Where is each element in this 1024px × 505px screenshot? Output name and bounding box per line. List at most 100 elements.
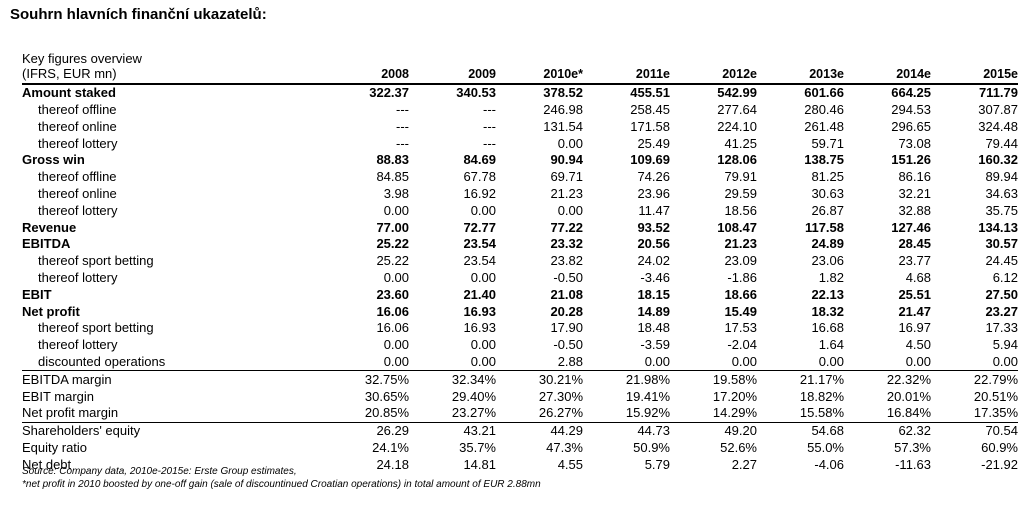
table-cell: 16.06 [376, 303, 409, 319]
table-cell: 22.32% [886, 371, 931, 387]
table-cell: 34.63 [985, 185, 1018, 201]
table-cell: 1.82 [818, 269, 844, 285]
table-cell: 86.16 [898, 169, 931, 185]
table-cell: 21.08 [550, 286, 583, 302]
table-cell: 17.90 [550, 320, 583, 336]
table-row: Net debt 24.18 14.81 4.55 5.79 2.27 -4.06 -11.6… [22, 456, 1018, 473]
table-row: Gross win 88.83 84.69 90.94 109.69 128.06 138.… [22, 152, 1018, 169]
row-label: thereof online [38, 185, 117, 201]
table-cell: 21.23 [724, 236, 757, 252]
table-cell: 340.53 [456, 85, 496, 101]
row-label: Shareholders' equity [22, 423, 141, 439]
table-cell: -2.04 [727, 337, 757, 353]
table-cell: 47.3% [546, 439, 583, 455]
table-cell: -21.92 [981, 456, 1018, 472]
row-label: EBITDA margin [22, 371, 112, 387]
key-figures-table-section: Key figures overview (IFRS, EUR mn) 2008… [22, 52, 1018, 473]
row-label: Net profit [22, 303, 80, 319]
table-cell: 44.29 [550, 423, 583, 439]
table-cell: 74.26 [637, 169, 670, 185]
table-cell: --- [483, 101, 496, 117]
table-cell: 16.68 [811, 320, 844, 336]
table-cell: 44.73 [637, 423, 670, 439]
table-cell: 0.00 [583, 353, 670, 372]
table-cell: 24.1% [372, 439, 409, 455]
row-label: Revenue [22, 219, 77, 235]
table-cell: 0.00 [470, 202, 496, 218]
table-cell: 26.29 [376, 423, 409, 439]
table-cell: 455.51 [630, 85, 670, 101]
table-row: thereof lottery 0.00 0.00 0.00 11.47 18.56 26.… [22, 202, 1018, 219]
table-cell: 17.20% [712, 388, 757, 404]
table-cell: 280.46 [804, 101, 844, 117]
table-cell: 0.00 [383, 269, 409, 285]
year-header: 2008 [322, 66, 409, 85]
unit-label: (IFRS, EUR mn) [22, 66, 322, 85]
table-cell: 16.93 [463, 320, 496, 336]
table-cell: 32.88 [898, 202, 931, 218]
table-cell: 0.00 [844, 353, 931, 372]
table-cell: 378.52 [543, 85, 583, 101]
table-cell: 29.40% [451, 388, 496, 404]
table-cell: 22.79% [973, 371, 1018, 387]
table-cell: 25.49 [637, 135, 670, 151]
row-label: thereof lottery [38, 337, 118, 353]
table-cell: 19.41% [625, 388, 670, 404]
table-cell: 23.54 [463, 236, 496, 252]
table-cell: 35.7% [459, 439, 496, 455]
table-row: thereof sport betting 16.06 16.93 17.90 18.4… [22, 320, 1018, 337]
year-header: 2009 [409, 66, 496, 85]
table-cell: 322.37 [369, 85, 409, 101]
table-cell: 0.00 [470, 269, 496, 285]
table-cell: 131.54 [543, 118, 583, 134]
table-cell: 16.92 [463, 185, 496, 201]
table-caption: Key figures overview [22, 51, 142, 66]
table-row: Net profit margin 20.85% 23.27% 26.27% 15.92… [22, 404, 1018, 423]
table-row: Revenue 77.00 72.77 77.22 93.52 108.47 117.58 1… [22, 219, 1018, 236]
table-row: thereof online 3.98 16.92 21.23 23.96 29.59 30… [22, 186, 1018, 203]
table-cell: 109.69 [630, 152, 670, 168]
table-cell: 30.21% [538, 371, 583, 387]
row-label: Amount staked [22, 85, 116, 101]
table-cell: 73.08 [898, 135, 931, 151]
table-cell: 117.58 [804, 219, 844, 235]
row-label: EBIT [22, 286, 52, 302]
table-cell: 15.92% [583, 404, 670, 423]
table-row: EBITDA 25.22 23.54 23.32 20.56 21.23 24.89 28.4… [22, 236, 1018, 253]
row-label: thereof offline [38, 101, 117, 117]
year-header: 2010e* [496, 66, 583, 85]
table-cell: 84.69 [463, 152, 496, 168]
table-header-row: (IFRS, EUR mn) 2008 2009 2010e* 2011e 20… [22, 66, 1018, 85]
table-row: Equity ratio 24.1% 35.7% 47.3% 50.9% 52.6% 55.… [22, 440, 1018, 457]
table-cell: 55.0% [807, 439, 844, 455]
table-cell: 19.58% [712, 371, 757, 387]
key-figures-table: (IFRS, EUR mn) 2008 2009 2010e* 2011e 20… [22, 66, 1018, 473]
row-label: EBITDA [22, 236, 71, 252]
row-label: Gross win [22, 152, 85, 168]
page-title: Souhrn hlavních finanční ukazatelů: [10, 6, 267, 23]
table-cell: 84.85 [376, 169, 409, 185]
table-row: thereof lottery --- --- 0.00 25.49 41.25 59.71… [22, 135, 1018, 152]
table-cell: 21.17% [799, 371, 844, 387]
table-cell: 21.98% [625, 371, 670, 387]
table-cell: --- [483, 135, 496, 151]
table-cell: -3.46 [640, 269, 670, 285]
table-cell: 2.88 [496, 353, 583, 372]
table-cell: 0.00 [470, 337, 496, 353]
table-cell: 25.22 [376, 236, 409, 252]
table-cell: 0.00 [409, 353, 496, 372]
table-row: Shareholders' equity 26.29 43.21 44.29 44.73… [22, 422, 1018, 439]
table-cell: 138.75 [804, 152, 844, 168]
table-cell: 5.94 [992, 337, 1018, 353]
table-cell: 542.99 [717, 85, 757, 101]
table-cell: 711.79 [978, 85, 1018, 101]
table-cell: 21.23 [550, 185, 583, 201]
table-cell: 324.48 [978, 118, 1018, 134]
table-cell: 77.22 [550, 219, 583, 235]
table-cell: 93.52 [637, 219, 670, 235]
year-header: 2015e [931, 66, 1018, 85]
table-footer: Source: Company data, 2010e-2015e: Erste… [22, 465, 541, 491]
table-cell: 16.97 [898, 320, 931, 336]
table-cell: 49.20 [724, 423, 757, 439]
table-cell: 14.81 [463, 456, 496, 472]
